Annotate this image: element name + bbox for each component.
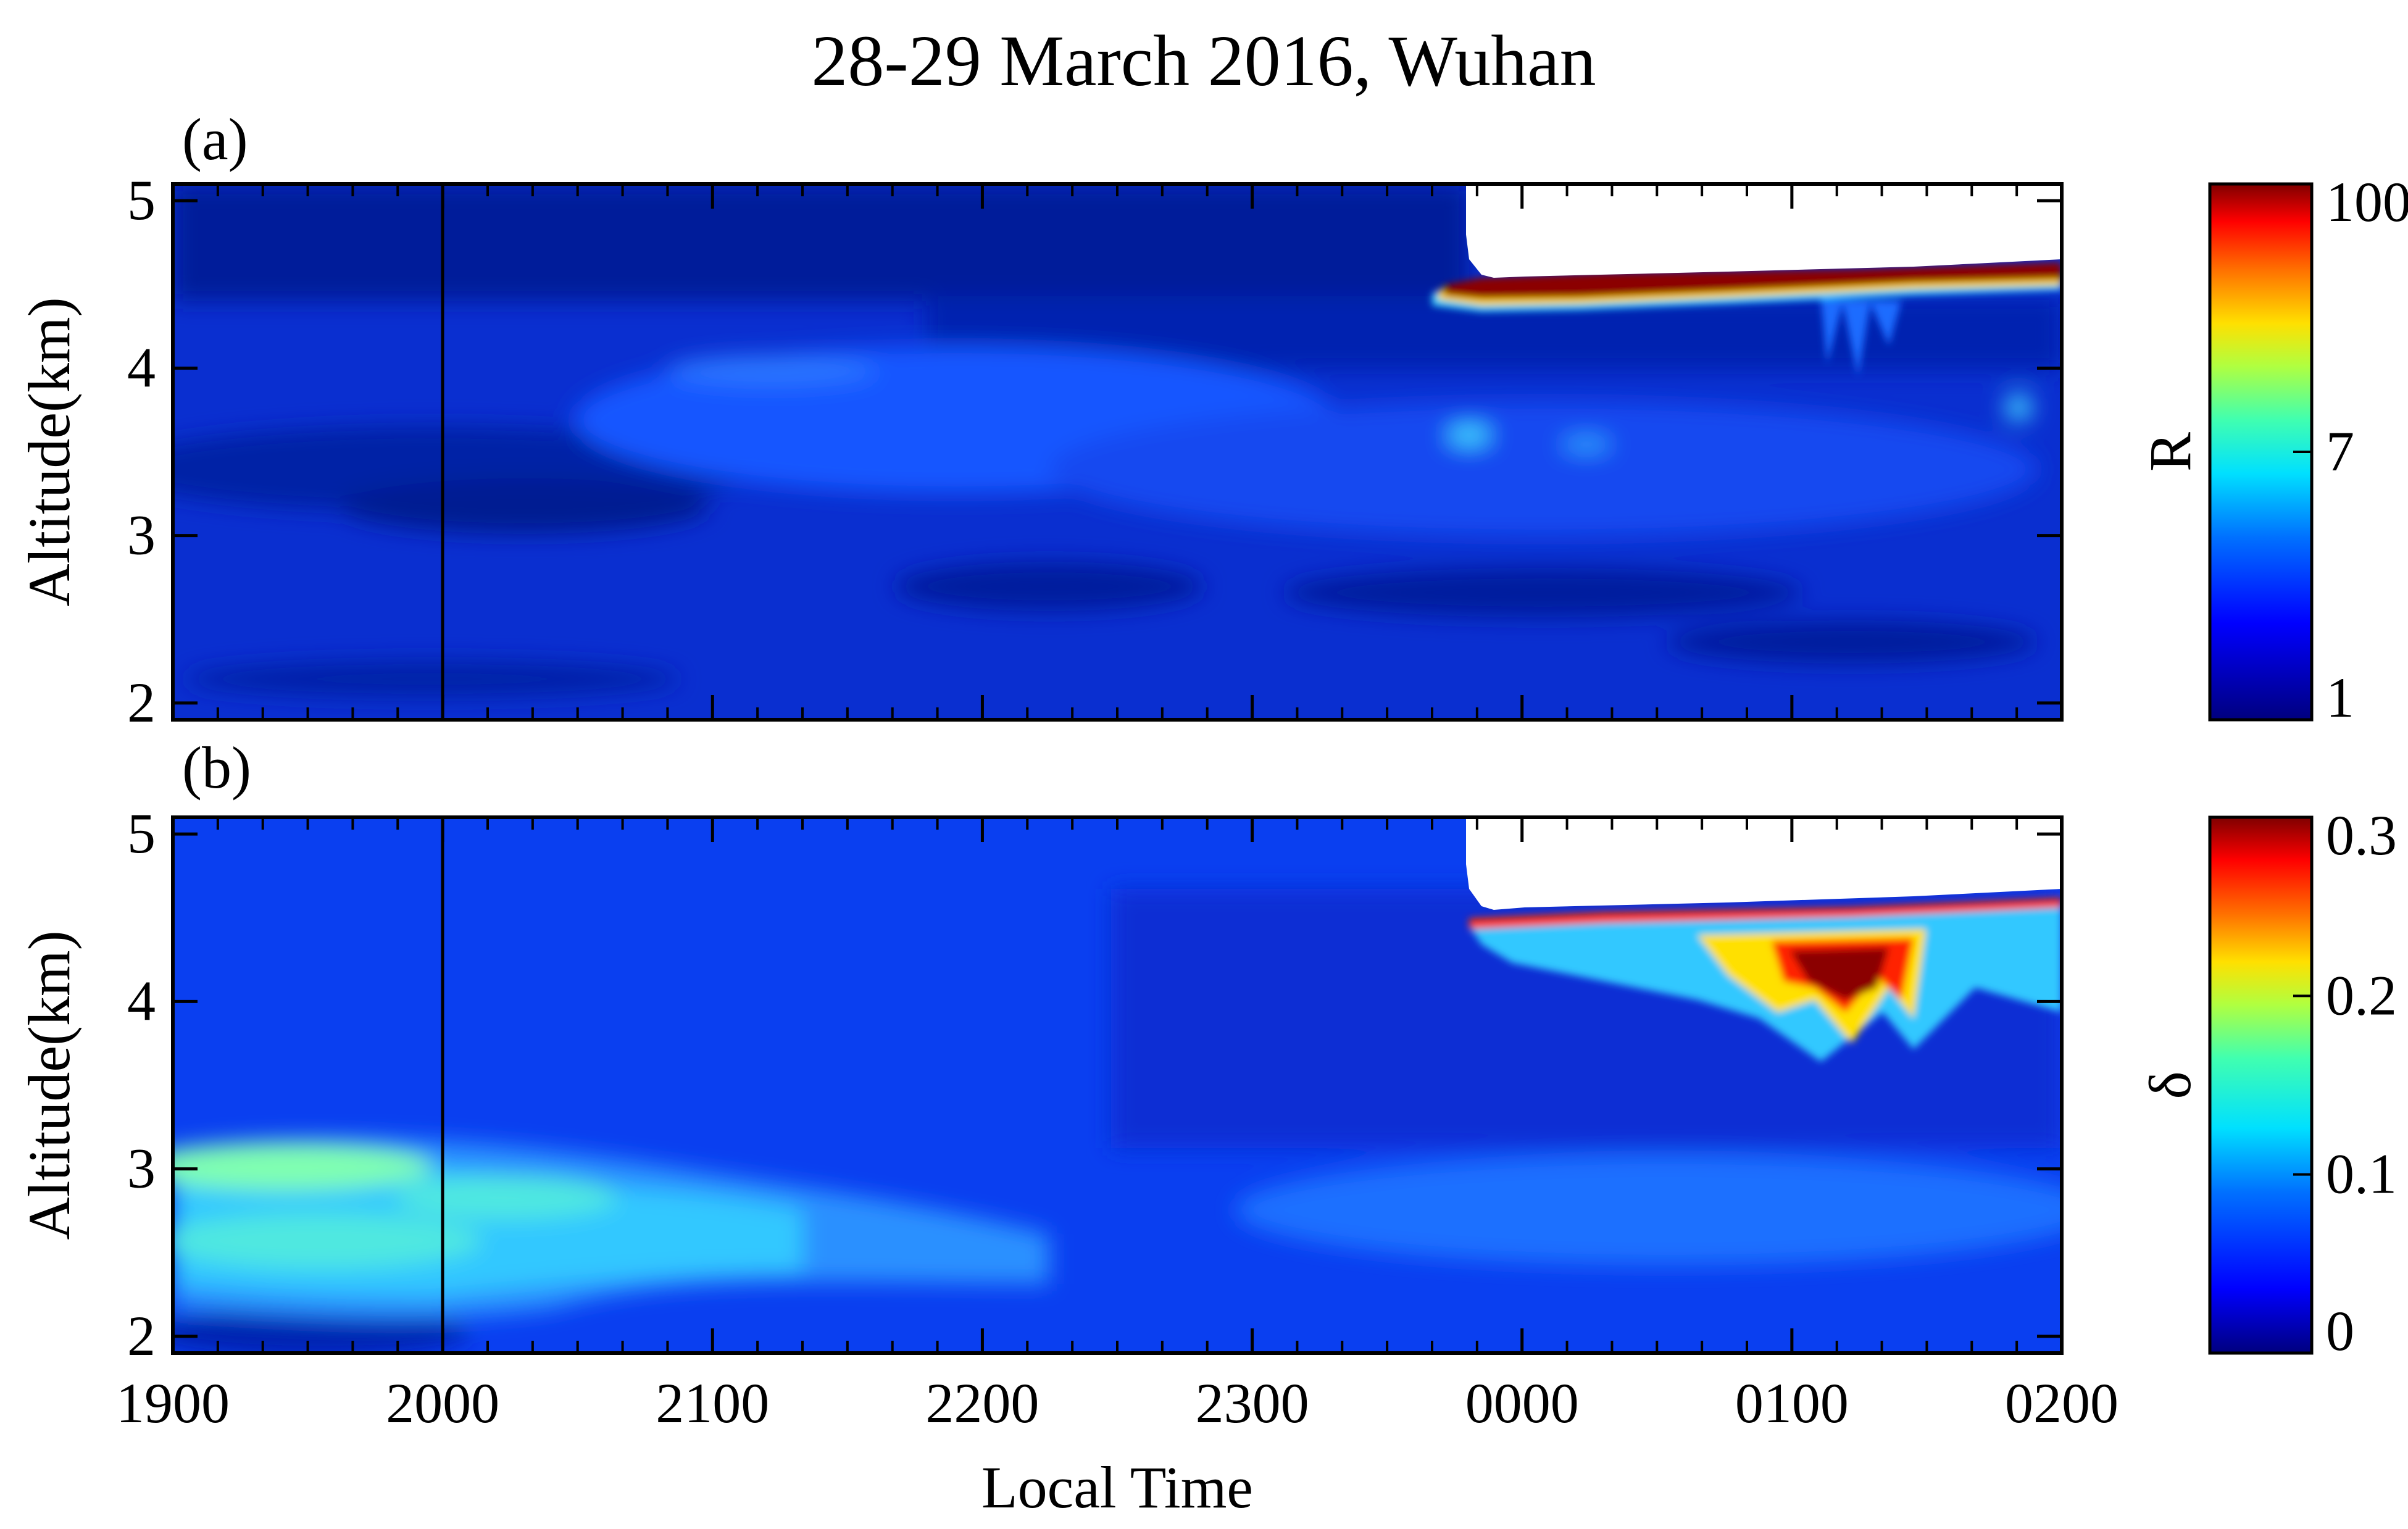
panel-b-xtick-label: 2300 (1196, 1372, 1309, 1435)
colorbar-a-ticks: 1 7 100 (2293, 170, 2408, 729)
panel-b-colorbar-tick-label: 0.2 (2326, 964, 2397, 1027)
colorbar-b (2208, 815, 2314, 1355)
panel-b-colorbar-tick-label: 0.1 (2326, 1143, 2397, 1206)
panel-b-cloud-layer (1469, 898, 2062, 1062)
panel-b-label: (b) (182, 735, 251, 801)
panel-a-ytick-label: 4 (127, 336, 156, 399)
panel-b-xtick-label: 0000 (1465, 1372, 1579, 1435)
panel-b-xtick-label: 1900 (116, 1372, 230, 1435)
panel-b-xtick-label: 0100 (1735, 1372, 1849, 1435)
colorbar-a-label: R (2137, 432, 2203, 472)
panel-a-heatmap (173, 184, 2062, 720)
panel-a-cloud-layer (1432, 262, 2062, 377)
panel-b-ticks: 2 3 4 5 1900 2000 2100 2200 2300 0000 0100 0200 (116, 802, 2118, 1435)
panel-b-ytick-label: 5 (127, 802, 156, 865)
panel-b-xtick-label: 2000 (386, 1372, 499, 1435)
panel-b-ytick-label: 2 (127, 1304, 156, 1367)
panel-a-colorbar-tick-label: 100 (2326, 170, 2408, 233)
panel-b-no-data (1466, 817, 2062, 910)
panel-a-colorbar-tick-label: 7 (2326, 420, 2354, 483)
panel-a-ytick-label: 5 (127, 169, 156, 231)
chart-title: 28-29 March 2016, Wuhan (811, 20, 1596, 101)
panel-b-xtick-label: 0200 (2005, 1372, 2118, 1435)
panel-a-label: (a) (182, 106, 248, 172)
panel-b-ytick-label: 4 (127, 969, 156, 1032)
x-axis-label: Local Time (981, 1454, 1253, 1520)
panel-b-xtick-label: 2200 (925, 1372, 1039, 1435)
panel-b-xtick-label: 2100 (656, 1372, 769, 1435)
panel-b-heatmap (173, 817, 2062, 1353)
panel-b-colorbar-tick-label: 0.3 (2326, 804, 2397, 867)
colorbar-b-label: δ (2137, 1071, 2203, 1099)
panel-b-colorbar-tick-label: 0 (2326, 1299, 2354, 1362)
panel-a-ylabel: Altitude(km) (16, 297, 82, 606)
panel-b-ytick-label: 3 (127, 1137, 156, 1200)
panel-b-ylabel: Altitude(km) (16, 930, 82, 1239)
colorbar-b-ticks: 0 0.1 0.2 0.3 (2293, 804, 2397, 1362)
panel-a-no-data (1466, 184, 2062, 278)
panel-a-ytick-label: 2 (127, 671, 156, 734)
panel-a-ticks: 2 3 4 5 (127, 169, 2064, 734)
panel-a-colorbar-tick-label: 1 (2326, 666, 2354, 729)
panel-a-ytick-label: 3 (127, 504, 156, 567)
